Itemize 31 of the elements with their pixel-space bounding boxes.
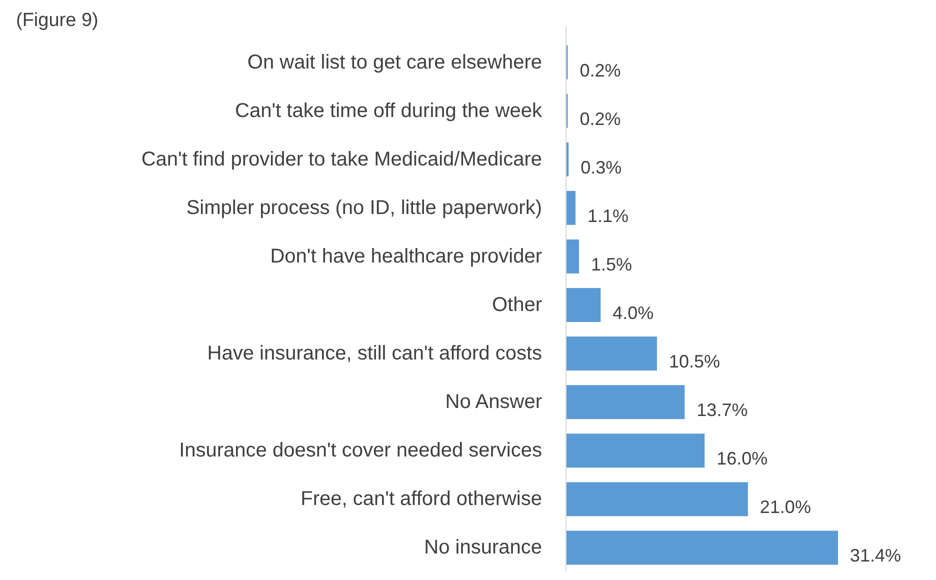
data-label: 21.0%	[760, 497, 811, 518]
y-tick-label: No Answer	[445, 391, 542, 414]
y-tick-label: Other	[492, 294, 542, 316]
y-tick-label: Free, can't afford otherwise	[300, 488, 542, 510]
data-label: 16.0%	[716, 448, 768, 469]
bar	[566, 336, 657, 371]
data-label: 0.2%	[580, 108, 621, 129]
bar	[566, 385, 685, 420]
data-label: 0.3%	[580, 157, 622, 178]
data-label: 31.4%	[850, 546, 902, 566]
text: (Figure 9)	[16, 10, 98, 31]
bar	[566, 239, 579, 274]
data-label: 13.7%	[696, 400, 748, 420]
y-tick-label: Don't have healthcare provider	[270, 245, 542, 268]
y-tick-label: Can't take time off during the week	[235, 100, 543, 122]
data-label: 0.2%	[580, 60, 621, 80]
y-tick-label: Have insurance, still can't afford costs	[207, 342, 542, 365]
bar	[566, 530, 838, 565]
data-label: 1.5%	[590, 254, 632, 274]
y-tick-label: Can't find provider to take Medicaid/Medicare	[141, 148, 542, 170]
y-tick-label: Insurance doesn't cover needed services	[179, 440, 542, 462]
y-tick-label: No insurance	[424, 536, 542, 559]
y-tick-label: Simpler process (no ID, little paperwork)	[186, 196, 542, 219]
bar	[566, 434, 705, 468]
data-label: 10.5%	[668, 352, 720, 372]
y-tick-label: On wait list to get care elsewhere	[247, 51, 542, 74]
bar	[566, 190, 576, 225]
data-label: 1.1%	[588, 206, 629, 226]
data-label: 4.0%	[612, 303, 654, 323]
bar	[566, 288, 601, 322]
bar	[566, 482, 748, 516]
